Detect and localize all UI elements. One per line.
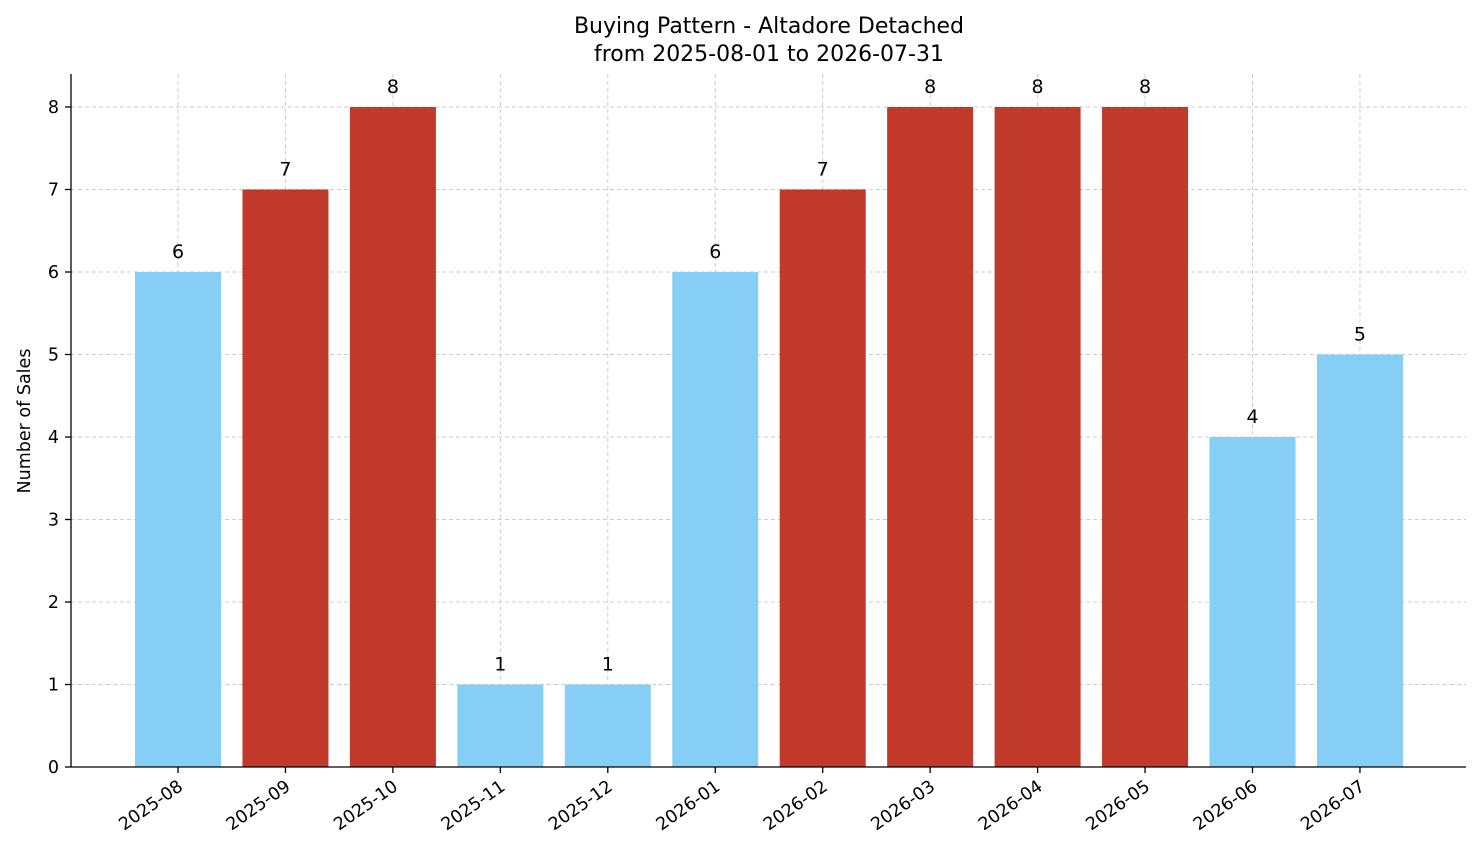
y-tick-label: 0 (48, 758, 59, 778)
y-tick-label: 2 (48, 593, 59, 613)
bar-2025-10 (349, 107, 436, 767)
bar-2025-12 (564, 684, 651, 767)
x-tick-label: 2025-09 (223, 777, 294, 835)
x-tick-label: 2025-10 (330, 777, 401, 835)
x-ticks: 2025-08 2025-09 2025-10 2025-11 2025-12 2026-… (115, 767, 1369, 835)
bar-2026-03 (887, 107, 974, 767)
y-tick-label: 5 (48, 346, 59, 366)
bar-2026-07 (1316, 354, 1403, 767)
x-tick-label: 2025-08 (115, 777, 186, 835)
bars (135, 107, 1403, 767)
x-tick-label: 2025-12 (545, 777, 616, 835)
chart-title: Buying Pattern - Altadore Detached (574, 14, 964, 39)
x-tick-label: 2026-04 (975, 777, 1046, 835)
bar-value-label: 5 (1354, 324, 1366, 346)
y-tick-label: 8 (48, 98, 59, 118)
bar-value-label: 7 (817, 159, 829, 181)
x-tick-label: 2026-06 (1190, 777, 1261, 835)
y-tick-label: 4 (48, 428, 59, 448)
bar-2025-11 (457, 684, 544, 767)
y-tick-label: 3 (48, 511, 59, 531)
y-axis-label: Number of Sales (15, 349, 35, 494)
bar-value-label: 4 (1246, 406, 1258, 428)
y-ticks: 0 1 2 3 4 5 6 7 8 (48, 98, 71, 778)
x-tick-label: 2026-07 (1297, 777, 1368, 835)
chart-subtitle: from 2025-08-01 to 2026-07-31 (594, 42, 944, 67)
bar-2026-06 (1209, 437, 1296, 767)
bar-2026-05 (1102, 107, 1189, 767)
x-tick-label: 2026-05 (1083, 777, 1154, 835)
bar-value-labels: 6 7 8 1 1 6 7 8 8 8 4 5 (172, 76, 1366, 676)
x-tick-label: 2026-01 (653, 777, 724, 835)
bar-value-label: 8 (924, 76, 936, 98)
bar-value-label: 8 (387, 76, 399, 98)
x-tick-label: 2026-02 (760, 777, 831, 835)
bar-value-label: 6 (709, 241, 721, 263)
bar-value-label: 8 (1139, 76, 1151, 98)
bar-value-label: 6 (172, 241, 184, 263)
bar-2025-08 (135, 272, 221, 767)
bar-2025-09 (242, 189, 329, 767)
bar-value-label: 7 (279, 159, 291, 181)
bar-2026-04 (994, 107, 1081, 767)
y-tick-label: 6 (48, 263, 59, 283)
x-tick-label: 2025-11 (438, 777, 509, 835)
bar-value-label: 1 (602, 654, 614, 676)
y-tick-label: 7 (48, 181, 59, 201)
bar-2026-01 (672, 272, 759, 767)
bar-2026-02 (779, 189, 866, 767)
bar-value-label: 8 (1032, 76, 1044, 98)
y-tick-label: 1 (48, 676, 59, 696)
x-tick-label: 2026-03 (868, 777, 939, 835)
bar-value-label: 1 (494, 654, 506, 676)
